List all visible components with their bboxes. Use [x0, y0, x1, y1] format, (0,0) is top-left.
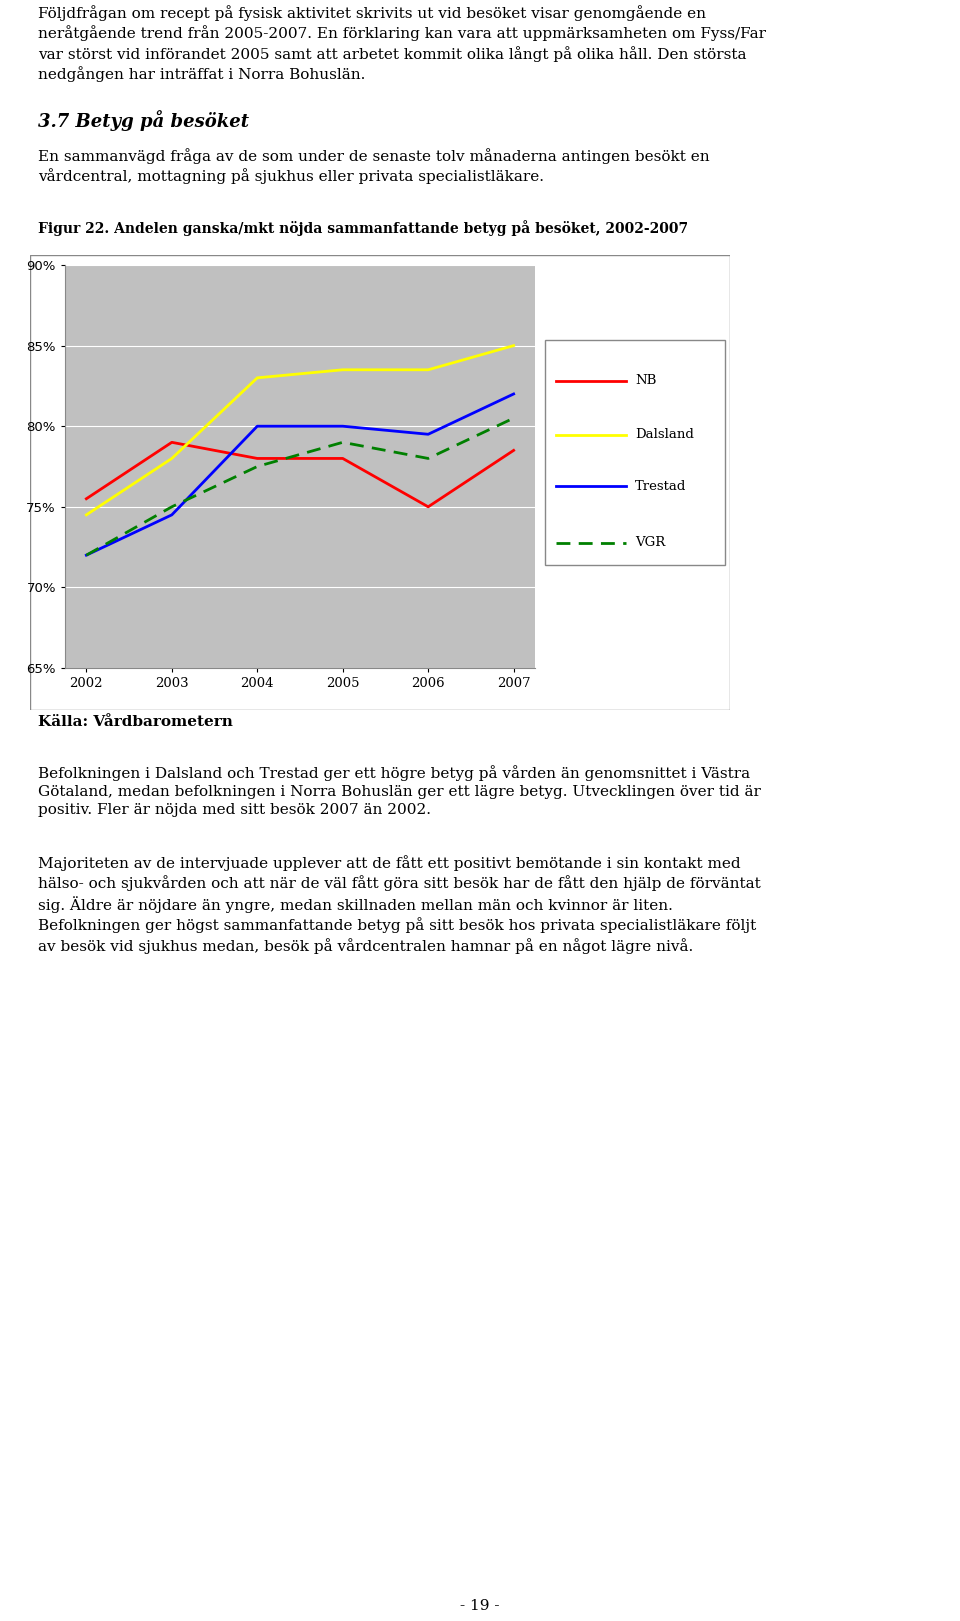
Text: Trestad: Trestad	[635, 480, 686, 493]
Text: NB: NB	[635, 374, 657, 387]
Text: Följdfrågan om recept på fysisk aktivitet skrivits ut vid besöket visar genomgåe: Följdfrågan om recept på fysisk aktivite…	[38, 5, 766, 83]
Text: Befolkningen i Dalsland och Trestad ger ett högre betyg på vården än genomsnitte: Befolkningen i Dalsland och Trestad ger …	[38, 765, 761, 817]
Text: Dalsland: Dalsland	[635, 428, 694, 441]
Text: Figur 22. Andelen ganska/mkt nöjda sammanfattande betyg på besöket, 2002-2007: Figur 22. Andelen ganska/mkt nöjda samma…	[38, 220, 688, 237]
Text: En sammanvägd fråga av de som under de senaste tolv månaderna antingen besökt en: En sammanvägd fråga av de som under de s…	[38, 148, 710, 185]
Text: 3.7 Betyg på besöket: 3.7 Betyg på besöket	[38, 110, 250, 131]
Text: Källa: Vårdbarometern: Källa: Vårdbarometern	[38, 715, 233, 729]
Text: VGR: VGR	[635, 537, 665, 550]
Text: Majoriteten av de intervjuade upplever att de fått ett positivt bemötande i sin : Majoriteten av de intervjuade upplever a…	[38, 854, 761, 953]
Text: - 19 -: - 19 -	[460, 1598, 500, 1613]
